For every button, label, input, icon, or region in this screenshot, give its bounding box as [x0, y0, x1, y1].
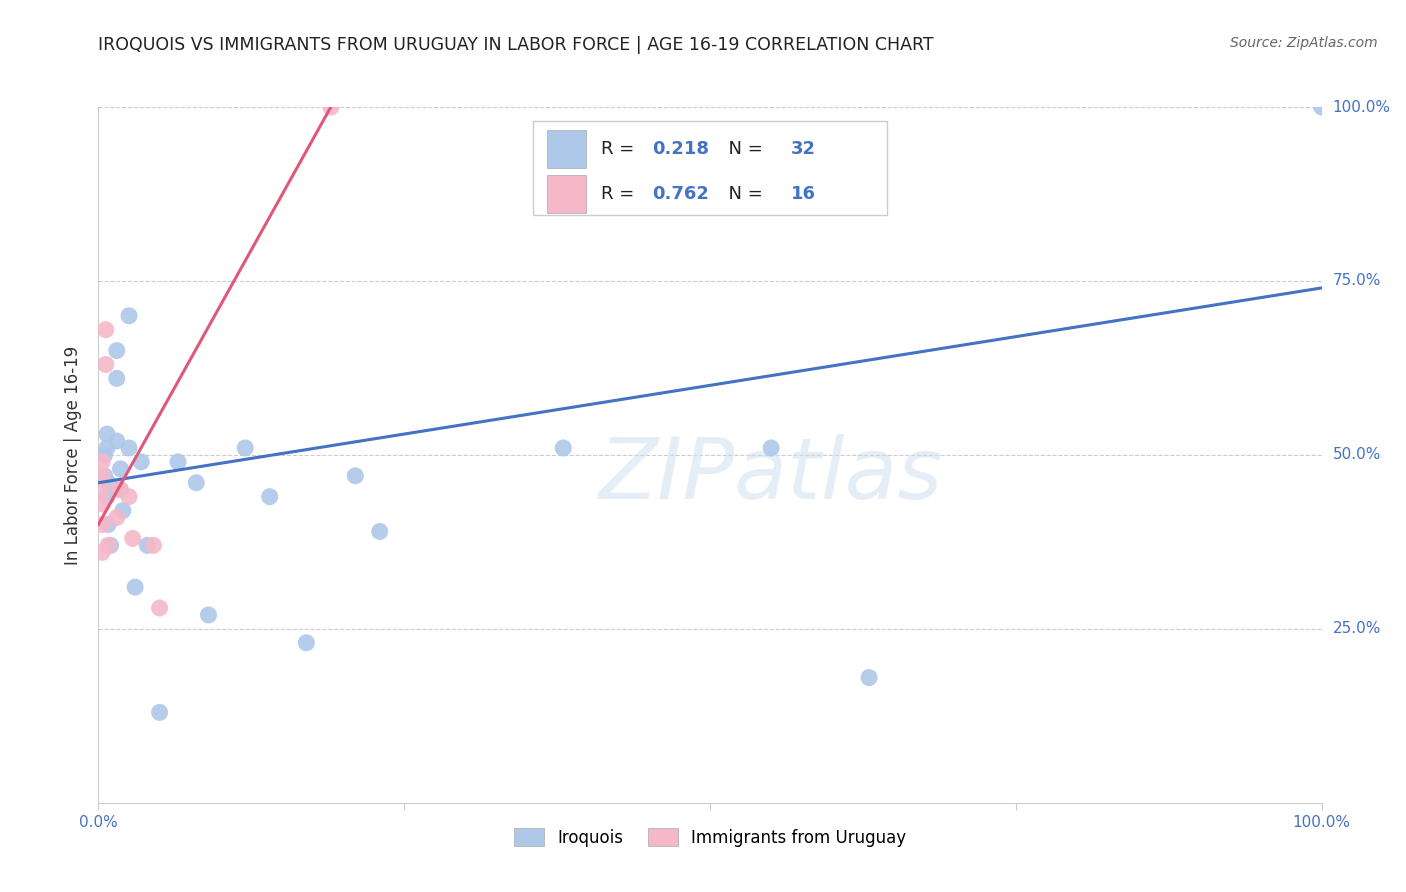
Text: N =: N = — [717, 140, 769, 158]
Text: 100.0%: 100.0% — [1333, 100, 1391, 114]
Point — [233, 441, 256, 455]
Point — [124, 580, 146, 594]
Point — [858, 671, 880, 685]
Point — [111, 503, 134, 517]
Point — [118, 490, 141, 504]
Point — [91, 468, 114, 483]
Point — [96, 441, 118, 455]
Text: 50.0%: 50.0% — [1333, 448, 1381, 462]
Point — [149, 601, 172, 615]
Point — [118, 441, 141, 455]
FancyBboxPatch shape — [547, 130, 586, 169]
Point — [167, 455, 190, 469]
Text: 0.762: 0.762 — [652, 186, 710, 203]
Point — [105, 434, 128, 448]
Text: Source: ZipAtlas.com: Source: ZipAtlas.com — [1230, 36, 1378, 50]
Point — [186, 475, 208, 490]
Legend: Iroquois, Immigrants from Uruguay: Iroquois, Immigrants from Uruguay — [513, 829, 907, 847]
Text: R =: R = — [602, 140, 640, 158]
Text: 16: 16 — [790, 186, 815, 203]
Point — [108, 483, 131, 497]
Point — [761, 441, 783, 455]
Point — [142, 538, 165, 552]
Point — [319, 100, 342, 114]
Point — [91, 497, 114, 511]
Point — [295, 636, 318, 650]
Text: N =: N = — [717, 186, 769, 203]
Point — [94, 323, 117, 337]
Point — [553, 441, 575, 455]
Point — [118, 309, 141, 323]
Point — [97, 475, 120, 490]
Point — [344, 468, 367, 483]
Point — [94, 358, 117, 372]
Point — [129, 455, 152, 469]
Point — [91, 517, 114, 532]
Point — [110, 483, 132, 497]
Point — [96, 490, 118, 504]
Text: 25.0%: 25.0% — [1333, 622, 1381, 636]
Point — [93, 468, 115, 483]
Point — [91, 545, 114, 559]
Text: 32: 32 — [790, 140, 815, 158]
Text: R =: R = — [602, 186, 640, 203]
Point — [136, 538, 159, 552]
Point — [1310, 100, 1333, 114]
Point — [105, 343, 128, 358]
FancyBboxPatch shape — [533, 121, 887, 215]
Text: 75.0%: 75.0% — [1333, 274, 1381, 288]
FancyBboxPatch shape — [547, 175, 586, 213]
Point — [100, 538, 122, 552]
Text: ZIPatlas: ZIPatlas — [599, 434, 943, 517]
Text: 0.218: 0.218 — [652, 140, 710, 158]
Point — [97, 538, 120, 552]
Point — [105, 371, 128, 385]
Point — [197, 607, 219, 622]
Point — [105, 510, 128, 524]
Point — [259, 490, 281, 504]
Y-axis label: In Labor Force | Age 16-19: In Labor Force | Age 16-19 — [65, 345, 83, 565]
Point — [110, 462, 132, 476]
Point — [91, 455, 114, 469]
Text: IROQUOIS VS IMMIGRANTS FROM URUGUAY IN LABOR FORCE | AGE 16-19 CORRELATION CHART: IROQUOIS VS IMMIGRANTS FROM URUGUAY IN L… — [98, 36, 934, 54]
Point — [121, 532, 143, 546]
Point — [368, 524, 391, 539]
Point — [96, 427, 118, 442]
Point — [93, 448, 115, 462]
Point — [97, 517, 120, 532]
Point — [149, 706, 172, 720]
Point — [91, 483, 114, 497]
